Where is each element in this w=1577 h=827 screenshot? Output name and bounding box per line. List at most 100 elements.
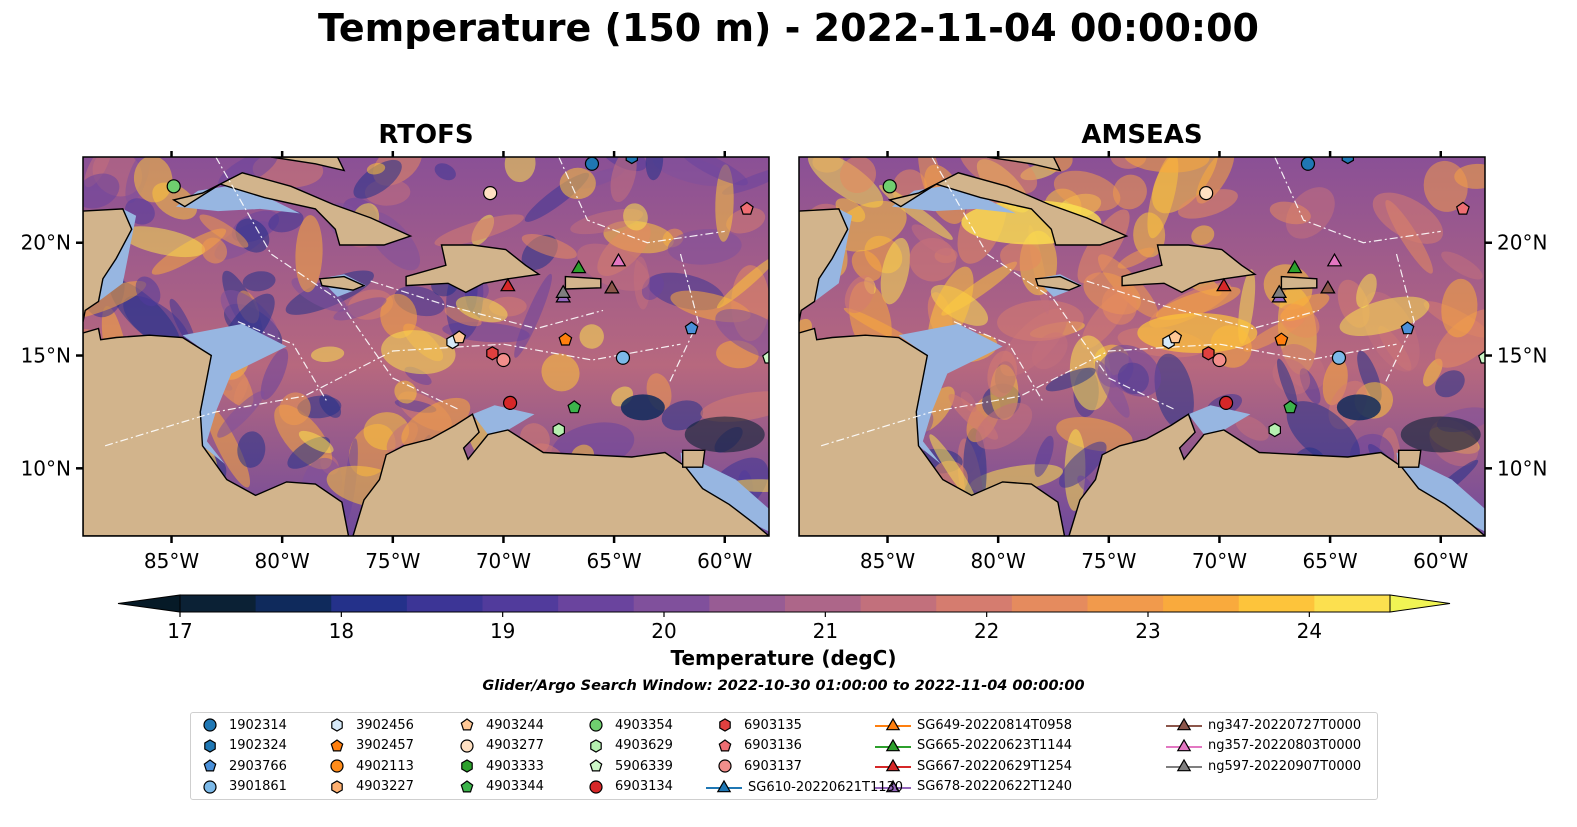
legend-item: SG649-20220814T0958 <box>875 715 1072 735</box>
legend-marker <box>460 738 474 753</box>
marker-4903629 <box>552 422 566 438</box>
y-tick-label: 10°N <box>1497 456 1547 480</box>
x-tick-label: 60°W <box>1413 549 1468 573</box>
legend-marker <box>460 718 474 731</box>
legend-item: ng347-20220727T0000 <box>1166 715 1361 735</box>
legend-item: 3902457 <box>328 736 414 756</box>
colorbar-tick-label: 22 <box>974 619 999 643</box>
legend-marker <box>1176 758 1192 772</box>
x-tick-label: 70°W <box>476 549 531 573</box>
marker-2903766 <box>684 321 699 335</box>
legend-marker-icon <box>203 779 217 794</box>
legend-label: SG649-20220814T0958 <box>917 717 1073 733</box>
y-tick-label: 20°N <box>1497 231 1547 255</box>
legend-marker-icon <box>1166 717 1202 731</box>
legend-marker <box>719 718 731 732</box>
marker-4903629 <box>1268 422 1282 438</box>
legend-marker <box>331 718 343 732</box>
legend-marker <box>203 759 217 772</box>
legend-label: 5906339 <box>615 758 673 774</box>
legend-item: 3902456 <box>328 715 414 735</box>
marker-3902457 <box>558 332 573 346</box>
legend-item: 6903134 <box>587 777 673 797</box>
figure-title: Temperature (150 m) - 2022-11-04 00:00:0… <box>317 6 1259 50</box>
legend-marker <box>330 738 344 751</box>
x-tick-label: 85°W <box>860 549 915 573</box>
marker-5906339 <box>1478 350 1485 364</box>
y-tick-label: 15°N <box>1497 344 1547 368</box>
legend-marker-icon <box>875 779 911 792</box>
legend-marker-icon <box>589 759 603 772</box>
legend-label: SG665-20220623T1144 <box>917 738 1073 753</box>
legend-item: 6903135 <box>716 715 802 735</box>
legend-item: 4903277 <box>458 736 544 756</box>
legend-marker <box>330 759 344 773</box>
legend-label: SG667-20220629T1254 <box>917 758 1073 774</box>
x-tick-label: 85°W <box>144 549 199 573</box>
marker-1902314 <box>584 157 600 171</box>
colorbar-tick-label: 20 <box>651 619 676 643</box>
legend-label: 6903134 <box>615 779 673 794</box>
legend-label: 4903354 <box>615 717 673 733</box>
x-tick-label: 65°W <box>586 549 641 573</box>
legend-item: SG610-20220621T1130 <box>706 777 903 797</box>
marker-3902457 <box>1274 332 1289 346</box>
panel-title-rtofs: RTOFS <box>378 120 474 150</box>
legend-marker-icon <box>331 718 343 732</box>
colorbar-tick-label: 18 <box>329 619 354 643</box>
legend-marker-icon <box>590 738 602 753</box>
marker-4903344 <box>1283 400 1298 414</box>
legend-marker <box>885 738 901 751</box>
legend-marker-icon <box>719 718 731 732</box>
legend-item: 5906339 <box>587 756 673 776</box>
legend-marker <box>718 738 732 751</box>
marker-6903135 <box>1202 346 1215 361</box>
marker-6903136 <box>739 201 754 215</box>
colorbar-tick-label: 19 <box>490 619 515 643</box>
legend-label: SG678-20220622T1240 <box>917 779 1073 794</box>
legend-marker-icon <box>718 759 732 773</box>
marker-4903277 <box>1199 185 1214 201</box>
legend-item: 4902113 <box>328 756 414 776</box>
legend-marker-icon <box>330 759 344 773</box>
legend-marker <box>203 718 217 732</box>
legend-marker <box>203 779 217 794</box>
y-tick-label: 15°N <box>21 344 71 368</box>
legend-item: SG678-20220622T1240 <box>875 777 1072 797</box>
x-tick-label: 80°W <box>255 549 310 573</box>
legend-marker-icon <box>875 717 911 731</box>
legend-marker <box>589 779 603 794</box>
marker-4903277 <box>483 185 498 201</box>
marker-ng357-20220803T0000 <box>1326 252 1343 267</box>
legend-marker-icon <box>460 718 474 731</box>
marker-ng597-20220907T0000 <box>1271 284 1288 298</box>
legend-marker <box>718 759 732 773</box>
legend-label: 4903344 <box>486 779 544 794</box>
legend-marker <box>1176 717 1192 731</box>
colorbar-tick-label: 17 <box>167 619 192 643</box>
legend-item: 4903227 <box>328 777 414 797</box>
legend-item: 1902324 <box>201 736 287 756</box>
marker-4903244 <box>1168 330 1183 344</box>
legend-label: 4903333 <box>486 758 544 774</box>
marker-4903354 <box>166 179 181 194</box>
legend-item: 3901861 <box>201 777 287 797</box>
legend-marker-icon <box>460 738 474 753</box>
legend: 1902314 1902324 2903766 3901861 3902456 39024… <box>190 712 1378 800</box>
marker-4903344 <box>567 400 582 414</box>
legend-marker-icon <box>875 738 911 751</box>
legend-marker <box>589 759 603 772</box>
marker-2903766 <box>1400 321 1415 335</box>
marker-6903137 <box>496 352 511 368</box>
marker-SG665-20220623T1144 <box>1286 259 1303 274</box>
marker-1902324 <box>625 157 639 165</box>
legend-item: 2903766 <box>201 756 287 776</box>
marker-4903244 <box>452 330 467 344</box>
map-panel-rtofs: 85°W 80°W 75°W 70°W 65°W 60°W 20°N 15°N 10°N <box>21 151 770 573</box>
colorbar-tick-label: 23 <box>1135 619 1160 643</box>
legend-marker-icon <box>1166 738 1202 751</box>
legend-item: 4903333 <box>458 756 544 776</box>
marker-1902314 <box>1300 157 1316 171</box>
legend-item: SG665-20220623T1144 <box>875 736 1072 756</box>
